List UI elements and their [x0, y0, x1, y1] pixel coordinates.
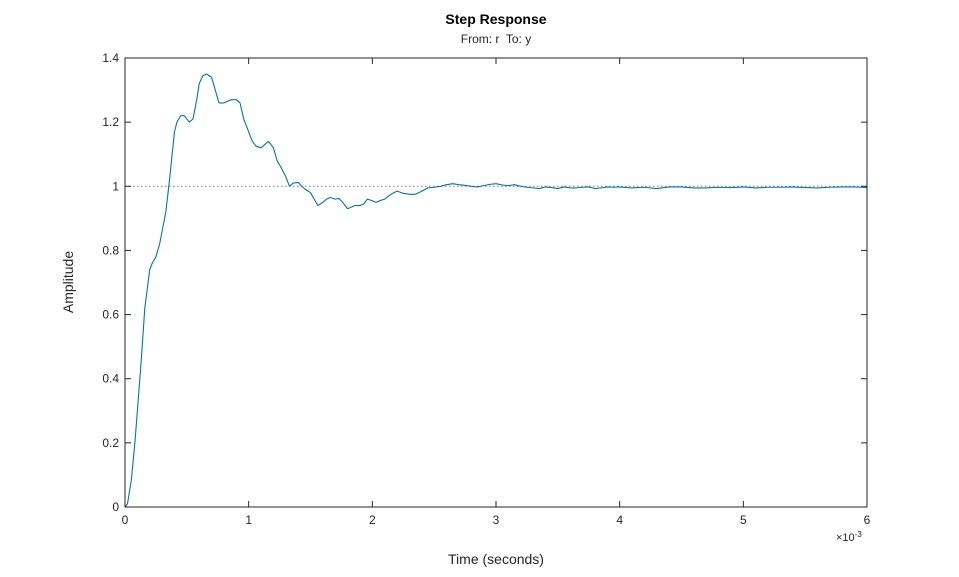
- x-axis-label: Time (seconds): [448, 551, 544, 567]
- x-tick-label: 6: [864, 513, 871, 527]
- series-line: [124, 73, 868, 508]
- x-axis-exponent: ×10-3: [836, 530, 862, 544]
- y-axis-ticks: 0 0.2 0.4 0.6 0.8 1 1.2 1.4: [102, 51, 867, 514]
- y-tick-label: 0: [112, 500, 119, 514]
- y-tick-label: 0.6: [102, 308, 119, 322]
- y-axis-label: Amplitude: [60, 251, 76, 313]
- x-tick-label: 5: [740, 513, 747, 527]
- x-tick-label: 1: [245, 513, 252, 527]
- y-tick-label: 0.2: [102, 436, 119, 450]
- x-axis-ticks: 0 1 2 3 4 5 6: [122, 58, 871, 527]
- x-tick-label: 2: [369, 513, 376, 527]
- x-axis-exponent-power: -3: [855, 530, 863, 539]
- y-tick-label: 1.2: [102, 115, 119, 129]
- x-tick-label: 0: [122, 513, 129, 527]
- y-tick-label: 1.4: [102, 51, 119, 65]
- y-tick-label: 0.4: [102, 372, 119, 386]
- chart-subtitle: From: r To: y: [461, 32, 531, 46]
- y-tick-label: 1: [112, 179, 119, 193]
- y-tick-label: 0.8: [102, 243, 119, 257]
- x-tick-label: 3: [493, 513, 500, 527]
- chart-title: Step Response: [445, 11, 546, 27]
- plot-area-border: [124, 57, 868, 508]
- x-tick-label: 4: [616, 513, 623, 527]
- x-axis-exponent-base: ×10: [836, 532, 855, 544]
